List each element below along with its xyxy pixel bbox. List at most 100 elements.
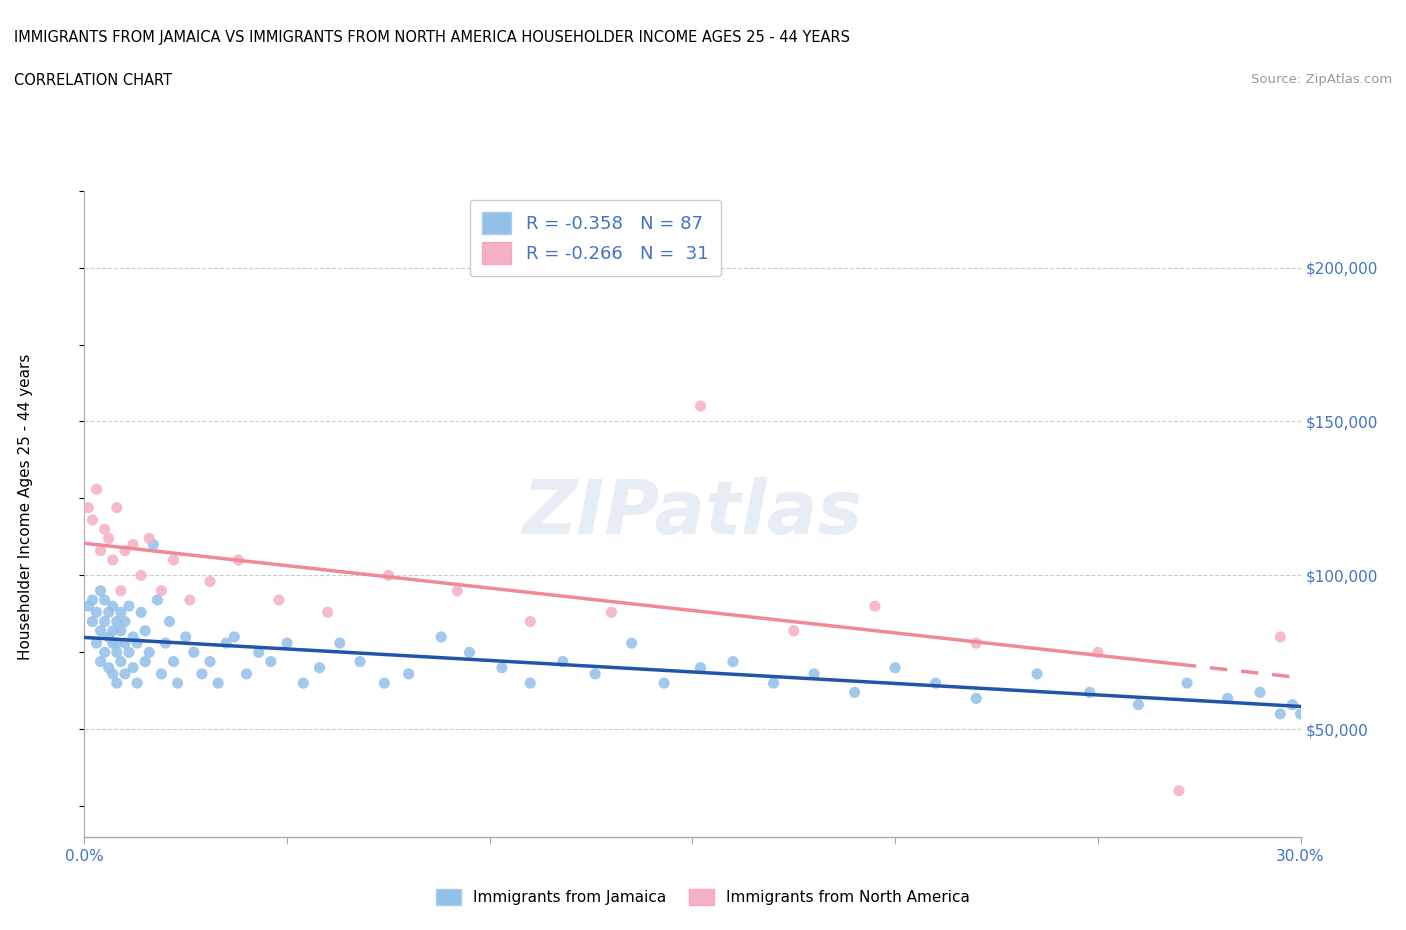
Point <box>122 660 145 675</box>
Point <box>174 630 197 644</box>
Point <box>1289 707 1312 722</box>
Point <box>134 654 156 669</box>
Point <box>82 614 104 629</box>
Point <box>82 512 104 527</box>
Point <box>93 592 115 607</box>
Point <box>101 667 124 682</box>
Point <box>77 500 100 515</box>
Point <box>90 583 112 598</box>
Point <box>803 667 825 682</box>
Point <box>329 636 352 651</box>
Point <box>1087 644 1109 659</box>
Point <box>105 644 128 659</box>
Point <box>101 636 124 651</box>
Point <box>105 636 128 651</box>
Point <box>86 482 108 497</box>
Point <box>105 614 128 629</box>
Point <box>198 574 221 589</box>
Point <box>101 599 124 614</box>
Point <box>110 604 132 619</box>
Point <box>1078 684 1101 699</box>
Point <box>430 630 453 644</box>
Point <box>101 552 124 567</box>
Point <box>155 636 177 651</box>
Point <box>183 644 205 659</box>
Point <box>150 583 173 598</box>
Point <box>721 654 744 669</box>
Point <box>519 676 541 691</box>
Point <box>125 636 148 651</box>
Point <box>86 636 108 651</box>
Point <box>142 538 165 552</box>
Point <box>150 667 173 682</box>
Point <box>159 614 181 629</box>
Point <box>110 583 132 598</box>
Point <box>162 552 184 567</box>
Point <box>783 623 806 638</box>
Point <box>458 644 481 659</box>
Point <box>292 676 315 691</box>
Point <box>134 623 156 638</box>
Point <box>1026 667 1049 682</box>
Point <box>122 538 145 552</box>
Point <box>191 667 214 682</box>
Point <box>276 636 298 651</box>
Point <box>1128 698 1150 712</box>
Point <box>600 604 623 619</box>
Point <box>267 592 290 607</box>
Point <box>77 599 100 614</box>
Legend: R = -0.358   N = 87, R = -0.266   N =  31: R = -0.358 N = 87, R = -0.266 N = 31 <box>470 200 721 276</box>
Point <box>179 592 201 607</box>
Point <box>93 614 115 629</box>
Point <box>551 654 574 669</box>
Point <box>260 654 283 669</box>
Point <box>97 660 120 675</box>
Point <box>1249 684 1271 699</box>
Point <box>349 654 371 669</box>
Point <box>82 592 104 607</box>
Point <box>101 623 124 638</box>
Point <box>97 531 120 546</box>
Point <box>129 604 152 619</box>
Text: Source: ZipAtlas.com: Source: ZipAtlas.com <box>1251 73 1392 86</box>
Text: ZIPatlas: ZIPatlas <box>523 477 862 551</box>
Point <box>1270 630 1292 644</box>
Point <box>925 676 948 691</box>
Point <box>247 644 270 659</box>
Text: CORRELATION CHART: CORRELATION CHART <box>14 73 172 87</box>
Point <box>762 676 785 691</box>
Point <box>138 531 160 546</box>
Point <box>652 676 675 691</box>
Point <box>97 604 120 619</box>
Point <box>90 654 112 669</box>
Point <box>114 614 136 629</box>
Point <box>1281 698 1303 712</box>
Point <box>377 568 399 583</box>
Point <box>114 636 136 651</box>
Point <box>689 660 711 675</box>
Text: IMMIGRANTS FROM JAMAICA VS IMMIGRANTS FROM NORTH AMERICA HOUSEHOLDER INCOME AGES: IMMIGRANTS FROM JAMAICA VS IMMIGRANTS FR… <box>14 30 851 45</box>
Point <box>373 676 395 691</box>
Point <box>110 654 132 669</box>
Point <box>114 543 136 558</box>
Point <box>1175 676 1198 691</box>
Point <box>491 660 513 675</box>
Point <box>965 636 987 651</box>
Point <box>129 568 152 583</box>
Point <box>583 667 606 682</box>
Point <box>97 630 120 644</box>
Point <box>398 667 420 682</box>
Point <box>86 604 108 619</box>
Point <box>235 667 257 682</box>
Point <box>884 660 907 675</box>
Point <box>207 676 229 691</box>
Point <box>228 552 250 567</box>
Point <box>689 399 711 414</box>
Point <box>166 676 188 691</box>
Point <box>1167 783 1189 798</box>
Point <box>1270 707 1292 722</box>
Point <box>215 636 238 651</box>
Point <box>122 630 145 644</box>
Point <box>146 592 169 607</box>
Point <box>965 691 987 706</box>
